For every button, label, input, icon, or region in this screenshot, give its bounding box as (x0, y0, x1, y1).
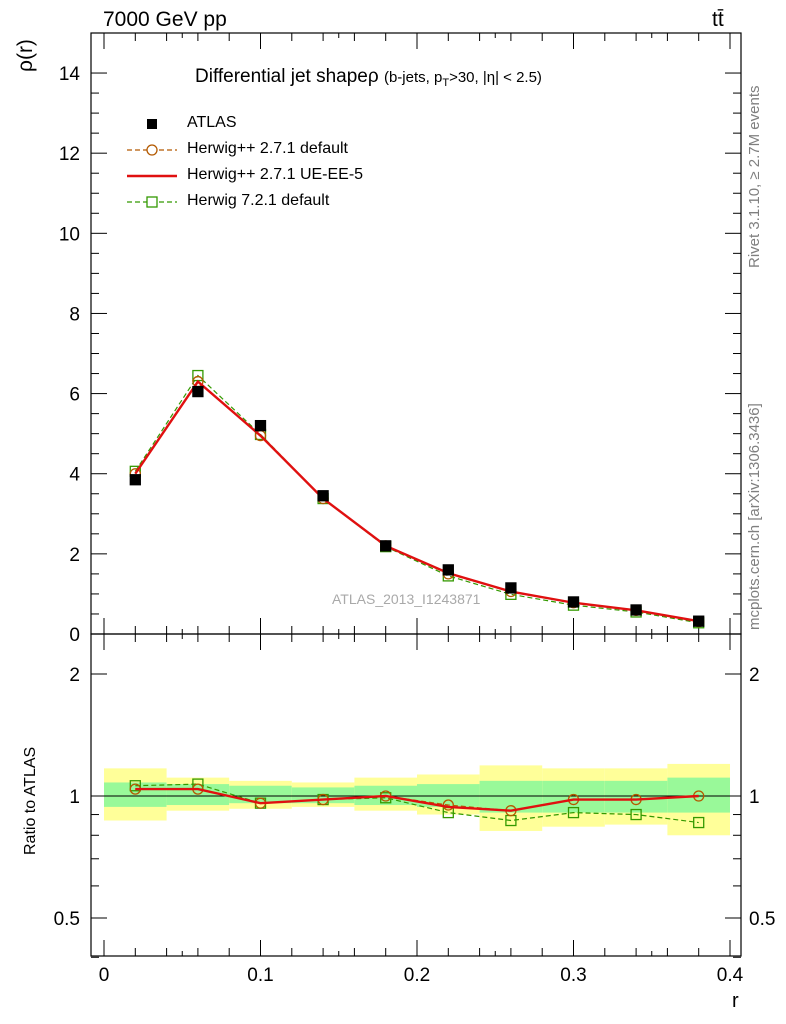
ratio-herwig7-marker (693, 816, 705, 829)
atlas-data-point (254, 419, 267, 432)
y-tick-label: 10 (59, 224, 80, 245)
title-cut-suffix: >30, |η| < 2.5) (449, 69, 542, 86)
mcplots-reference-text: mcplots.cern.ch [arXiv:1306.3436] (746, 403, 763, 630)
x-tick-label: 0.3 (560, 965, 586, 986)
energy-label: 7000 GeV pp (103, 8, 227, 31)
x-axis-ticks: 0 0.1 0.2 0.3 0.4 (99, 33, 744, 986)
y-tick-label: 8 (69, 304, 80, 325)
legend-swatch-herwig7-marker (146, 196, 158, 208)
herwigpp-ue-line (134, 379, 699, 623)
ratio-y-tick-label-right: 2 (749, 665, 760, 686)
title-cuts: (b-jets, pT>30, |η| < 2.5) (383, 69, 542, 89)
y-tick-label: 12 (59, 144, 80, 165)
ratio-y-axis-label: Ratio to ATLAS (22, 746, 39, 855)
ratio-y-axis-ticks: 0.5 0.5 1 1 2 2 (54, 665, 775, 958)
process-label: tt̄ (712, 8, 724, 31)
atlas-data-point (129, 474, 141, 486)
main-y-axis-label: ρ(r) (14, 39, 37, 72)
x-tick-label: 0 (99, 965, 110, 986)
legend-label-herwig7: Herwig 7.2.1 default (187, 192, 330, 209)
main-series (129, 369, 705, 629)
atlas-data-point (380, 540, 392, 552)
legend-swatches (127, 119, 177, 208)
atlas-data-point (505, 582, 517, 594)
x-tick-label: 0.2 (404, 965, 430, 986)
legend: ATLAS Herwig++ 2.7.1 default Herwig++ 2.… (125, 112, 385, 217)
herwig7-line (134, 374, 699, 624)
analysis-watermark: ATLAS_2013_I1243871 (332, 591, 481, 607)
legend-label-atlas: ATLAS (187, 114, 237, 131)
legend-label-herwigpp-ue: Herwig++ 2.7.1 UE-EE-5 (187, 166, 364, 183)
title-cut-prefix: (b-jets, p (383, 69, 443, 86)
title-main: Differential jet shapeρ (195, 66, 379, 87)
main-y-axis-ticks: 0 2 4 6 8 10 12 14 (59, 64, 741, 646)
y-tick-label: 0 (69, 625, 80, 646)
ratio-y-tick-label: 0.5 (54, 909, 80, 930)
atlas-data-point (630, 604, 642, 616)
x-axis-label: r (732, 990, 739, 1012)
ratio-plot-frame (90, 633, 742, 957)
ratio-herwig7-line (135, 783, 699, 824)
ratio-y-tick-label: 1 (69, 787, 80, 808)
ratio-herwigpp-ue-line (135, 787, 699, 812)
ratio-y-tick-label-right: 0.5 (749, 909, 775, 930)
ratio-herwig7-marker (567, 806, 580, 819)
legend-swatch-herwigpp-default-marker (146, 144, 158, 156)
atlas-data-point (693, 615, 705, 627)
ratio-band-inner (667, 777, 730, 813)
atlas-data-point (192, 385, 204, 398)
ratio-band-inner (229, 785, 292, 804)
atlas-data-point (567, 596, 580, 608)
x-tick-label: 0.1 (247, 965, 273, 986)
ratio-y-tick-label: 2 (69, 665, 80, 686)
y-tick-label: 6 (69, 385, 80, 406)
ratio-y-tick-label-right: 1 (749, 787, 760, 808)
main-plot-title: Differential jet shapeρ (b-jets, pT>30, … (195, 66, 542, 89)
legend-swatch-atlas (147, 119, 157, 129)
atlas-data-point (442, 564, 454, 576)
rivet-version-text: Rivet 3.1.10, ≥ 2.7M events (746, 85, 763, 269)
legend-label-herwigpp-default: Herwig++ 2.7.1 default (187, 140, 348, 157)
x-tick-label: 0.4 (717, 965, 744, 986)
y-tick-label: 14 (59, 64, 81, 85)
y-tick-label: 2 (69, 545, 80, 566)
ratio-herwig7-marker (129, 780, 141, 792)
herwigpp-default-line (134, 380, 699, 623)
y-tick-label: 4 (69, 465, 80, 486)
title-cut-subscript: T (442, 77, 450, 89)
ratio-herwig7-marker (630, 808, 642, 821)
ratio-band-inner (604, 780, 668, 813)
ratio-band-inner (417, 784, 480, 807)
ratio-series (129, 778, 705, 829)
atlas-data-point (317, 490, 329, 502)
